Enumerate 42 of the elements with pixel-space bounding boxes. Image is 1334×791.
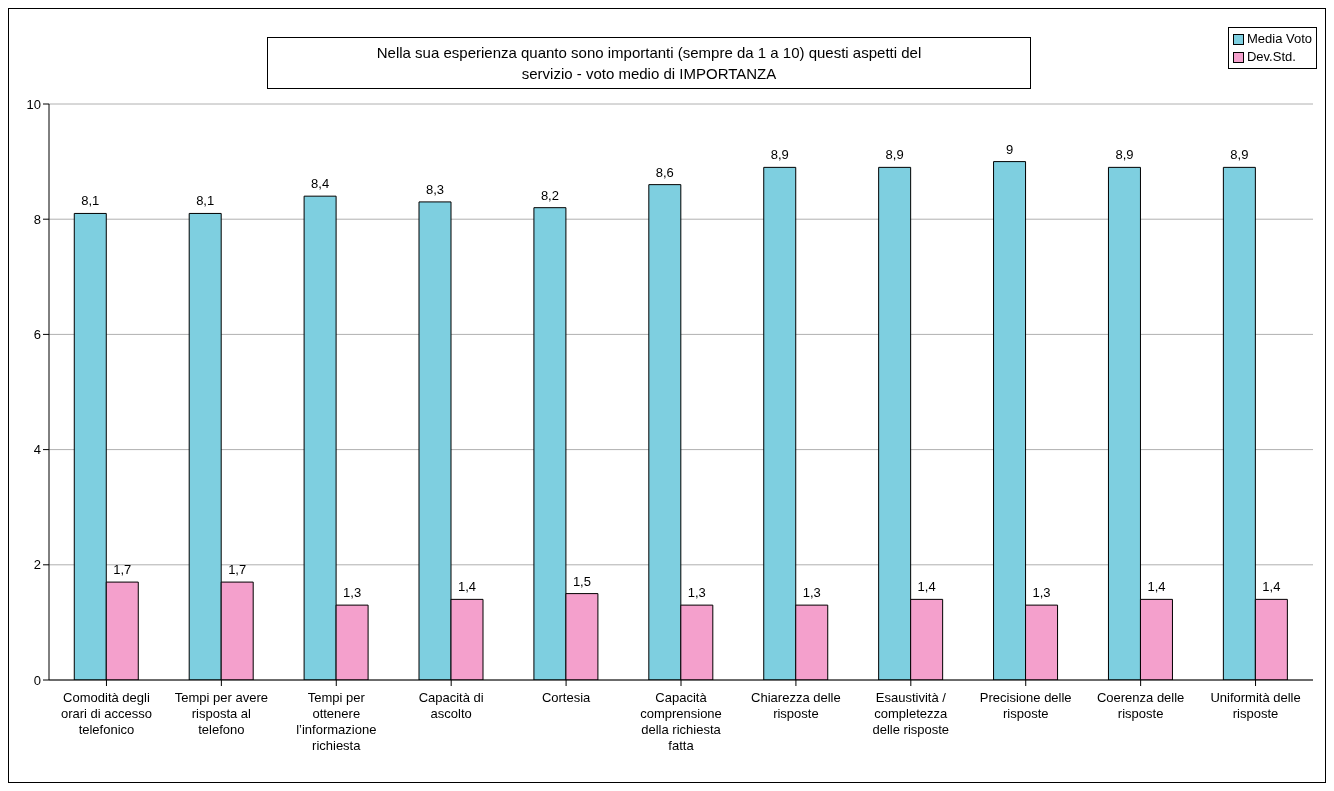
y-tick-label: 0	[33, 672, 41, 688]
data-label: 1,4	[1262, 579, 1281, 595]
data-label: 1,4	[917, 579, 936, 595]
y-tick-label: 2	[33, 557, 41, 573]
data-label: 1,5	[572, 573, 591, 589]
x-tick-label: Tempi per avere risposta al telefono	[174, 690, 268, 737]
data-label: 1,7	[113, 562, 132, 578]
y-tick-label: 6	[33, 327, 41, 343]
x-tick-label: Capacità comprensione della richiesta fatta	[640, 690, 722, 753]
x-tick-label: Comodità degli orari di accesso telefonico	[60, 690, 152, 737]
x-tick-label: Cortesia	[541, 690, 592, 705]
x-tick-label: Chiarezza delle risposte	[751, 690, 841, 721]
x-tick-label: Esaustività / completezza delle risposte	[872, 690, 950, 737]
data-label: 1,4	[1147, 579, 1166, 595]
data-label: 1,3	[1032, 585, 1051, 601]
data-label: 8,4	[311, 176, 330, 192]
data-label: 8,1	[81, 193, 100, 209]
data-label: 1,4	[457, 579, 477, 595]
data-label: 8,2	[540, 187, 559, 203]
y-tick-label: 8	[33, 211, 41, 227]
data-label: 8,3	[425, 181, 445, 197]
x-tick-label: Capacità di ascolto	[418, 690, 484, 721]
y-tick-label: 10	[26, 96, 41, 112]
data-label: 9	[1005, 141, 1014, 157]
data-label: 1,7	[228, 562, 247, 578]
y-tick-label: 4	[33, 442, 41, 458]
data-label: 8,6	[655, 164, 674, 180]
data-label: 8,9	[1230, 147, 1249, 163]
x-tick-label: Precisione delle risposte	[979, 690, 1072, 721]
data-label: 8,1	[196, 193, 215, 209]
x-tick-label: Tempi per ottenere l’informazione richiesta	[296, 690, 377, 753]
data-label: 1,3	[687, 585, 706, 601]
data-label: 8,9	[770, 147, 789, 163]
x-tick-label: Uniformità delle risposte	[1210, 690, 1301, 721]
x-tick-label: Coerenza delle risposte	[1096, 690, 1185, 721]
data-label: 8,9	[885, 147, 904, 163]
chart-title: Nella sua esperienza quanto sono importanti (sempre da 1 a 10) questi aspetti del servizio - voto medio di IMPORTANZA	[267, 37, 1031, 89]
legend-label: Dev.Std.	[1246, 48, 1296, 66]
data-label: 1,3	[802, 585, 821, 601]
data-label: 1,3	[343, 585, 362, 601]
data-label: 8,9	[1115, 147, 1134, 163]
legend-label: Media Voto	[1246, 30, 1312, 48]
